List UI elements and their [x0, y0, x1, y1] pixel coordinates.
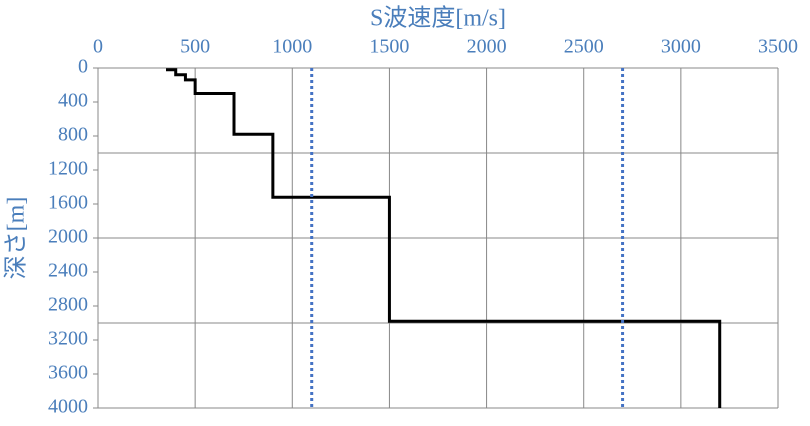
chart-title: S波速度[m/s] [370, 5, 506, 32]
y-tick-label: 400 [58, 90, 88, 112]
y-tick-label: 2800 [48, 294, 88, 316]
y-axis-label: 深さ[m] [3, 197, 30, 280]
y-tick-label: 3600 [48, 362, 88, 384]
x-tick-label: 2000 [467, 36, 507, 58]
y-tick-label: 4000 [48, 396, 88, 418]
x-tick-label: 500 [180, 36, 210, 58]
profile-line [166, 68, 722, 408]
x-tick-label: 3500 [758, 36, 798, 58]
y-tick-label: 1200 [48, 158, 88, 180]
y-tick-label: 0 [78, 56, 88, 78]
y-tick-label: 800 [58, 124, 88, 146]
x-tick-label: 3000 [661, 36, 701, 58]
x-tick-label: 0 [93, 36, 103, 58]
x-tick-label: 1500 [369, 36, 409, 58]
y-tick-label: 2000 [48, 226, 88, 248]
x-tick-label: 1000 [272, 36, 312, 58]
y-tick-label: 3200 [48, 328, 88, 350]
x-tick-label: 2500 [564, 36, 604, 58]
y-tick-label: 1600 [48, 192, 88, 214]
y-tick-label: 2400 [48, 260, 88, 282]
